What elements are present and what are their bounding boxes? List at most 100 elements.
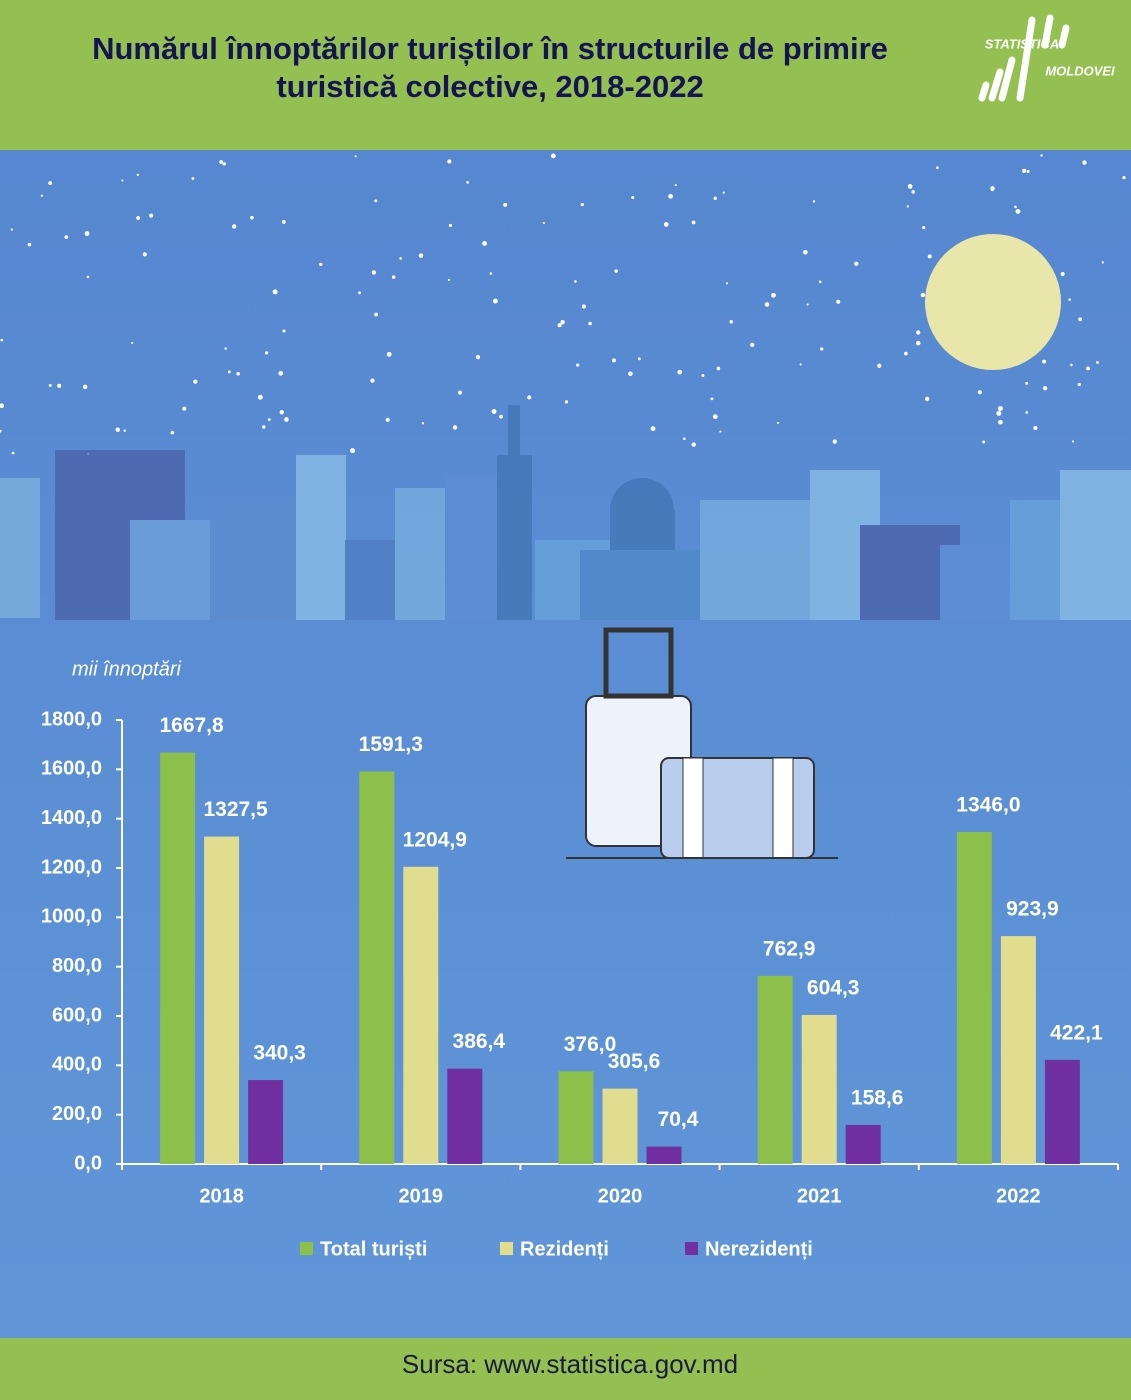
value-label: 340,3 [253,1042,306,1065]
star [691,220,696,225]
star [990,188,994,192]
star [279,410,284,415]
star [131,341,134,344]
legend-swatch [500,1242,513,1255]
value-label: 70,4 [658,1108,699,1131]
star [0,403,5,409]
star [1042,359,1047,364]
star [370,378,375,383]
star [663,222,669,227]
star [806,303,809,306]
star [262,425,266,429]
star [716,366,721,371]
star [358,291,362,295]
star [1060,271,1065,277]
star [250,215,254,220]
value-label: 604,3 [807,976,860,999]
x-tick-label: 2018 [199,1185,244,1207]
value-label: 386,4 [453,1030,506,1053]
star [371,270,377,275]
star [374,312,379,317]
star [193,379,198,384]
star [1122,175,1126,180]
star [64,235,69,239]
y-tick-label: 1200,0 [41,856,102,878]
star [637,357,641,361]
bar [558,1071,594,1164]
star [219,160,223,164]
star [1096,360,1099,364]
star [1015,208,1021,214]
x-tick-label: 2020 [598,1185,643,1207]
logo-text: MOLDOVEI [1045,63,1115,78]
star [82,384,88,390]
star [11,451,15,455]
star [136,216,141,220]
star [1022,168,1027,173]
star [925,396,930,402]
bar [403,866,439,1164]
star [998,419,1003,425]
star [710,397,714,401]
legend-label: Nerezidenți [705,1238,813,1260]
star [564,400,569,404]
star [84,231,90,237]
star [927,254,932,259]
star [491,409,497,414]
star [489,272,493,275]
star [458,390,462,395]
star [691,442,696,447]
suitcases [566,627,838,859]
value-label: 305,6 [608,1050,661,1073]
value-label: 1346,0 [956,794,1020,817]
value-label: 158,6 [851,1086,904,1109]
y-tick-label: 600,0 [52,1004,102,1026]
star [542,221,546,225]
star [920,292,926,298]
star [877,363,882,368]
star [391,275,396,279]
star [677,369,683,375]
star [701,373,705,377]
star [550,153,556,159]
y-tick-label: 800,0 [52,955,102,977]
star [1025,381,1029,385]
star [149,213,154,218]
legend-swatch [300,1242,313,1255]
star [236,372,240,376]
y-tick-label: 1400,0 [41,807,102,829]
star [915,340,921,346]
star [726,282,729,285]
bar [956,831,992,1164]
star [674,184,677,187]
star [1070,363,1073,367]
star [136,173,140,177]
star [712,414,718,420]
bar [1044,1059,1080,1164]
bar [359,771,395,1164]
stars [0,153,1126,456]
star [1026,169,1030,174]
star [750,342,755,347]
star [452,425,458,430]
star [284,417,289,422]
star [1077,382,1081,387]
y-tick-label: 1000,0 [41,906,102,928]
star [683,437,686,441]
star [257,394,263,400]
star [1040,154,1043,157]
moon [925,234,1061,370]
bar [757,975,793,1164]
star [982,440,986,444]
legend-label: Total turiști [320,1238,427,1260]
star [832,439,837,444]
star [493,298,498,304]
star [447,159,452,164]
x-tick-label: 2022 [996,1185,1041,1207]
y-tick-label: 1800,0 [41,708,102,730]
star [631,195,635,199]
star [803,250,808,255]
star [0,429,2,433]
star [1025,411,1029,414]
